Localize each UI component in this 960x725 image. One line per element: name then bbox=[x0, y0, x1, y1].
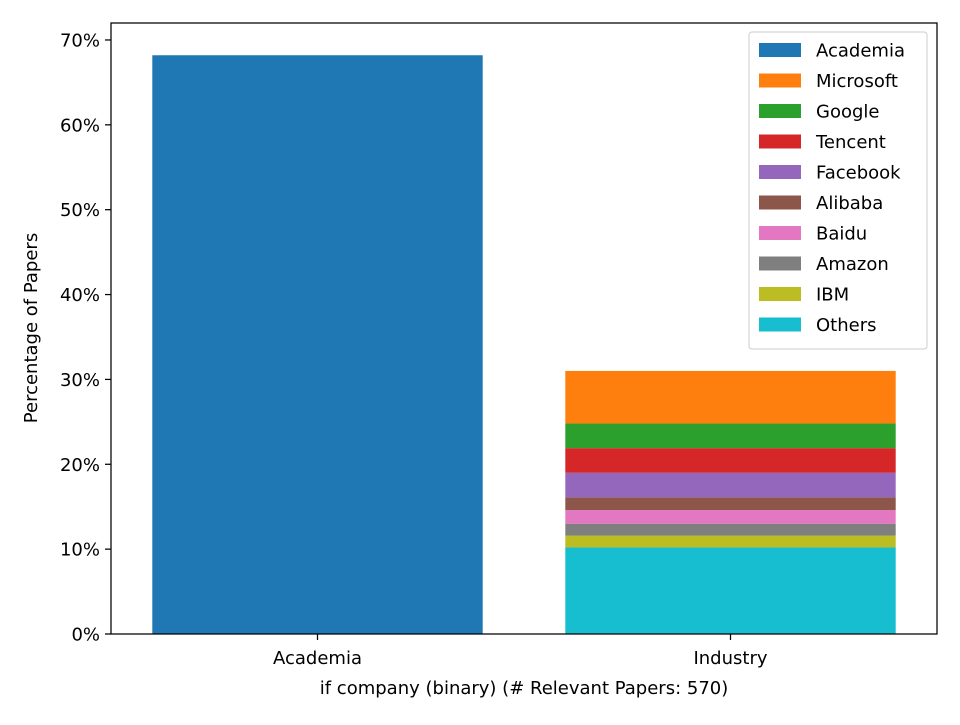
x-tick-label: Industry bbox=[693, 648, 767, 669]
y-tick-label: 50% bbox=[60, 200, 100, 221]
legend-swatch-academia bbox=[759, 43, 801, 57]
legend-swatch-tencent bbox=[759, 134, 801, 149]
bar-industry-facebook bbox=[565, 472, 896, 498]
legend-label-academia: Academia bbox=[816, 41, 905, 62]
ticks-group: 0% 10% 20% 30% 40% 50% 60% 70% Academia Industry bbox=[60, 30, 768, 669]
y-tick-label: 20% bbox=[60, 455, 100, 476]
bar-industry-ibm bbox=[565, 535, 896, 548]
bar-industry-amazon bbox=[565, 523, 896, 536]
y-tick-label: 40% bbox=[60, 285, 100, 306]
bar-industry-google bbox=[565, 423, 896, 449]
legend-label-tencent: Tencent bbox=[815, 132, 886, 153]
legend-label-ibm: IBM bbox=[816, 285, 849, 306]
legend-swatch-baidu bbox=[759, 226, 801, 240]
y-tick-label: 70% bbox=[60, 30, 100, 51]
legend-label-others: Others bbox=[816, 315, 877, 336]
bar-industry-baidu bbox=[565, 510, 896, 524]
bar-industry-tencent bbox=[565, 448, 896, 473]
plot-frame bbox=[110, 22, 938, 635]
legend-label-microsoft: Microsoft bbox=[816, 71, 898, 92]
x-axis-label: if company (binary) (# Relevant Papers: … bbox=[320, 678, 729, 699]
bar-industry-microsoft bbox=[565, 370, 896, 424]
legend-swatch-google bbox=[759, 104, 801, 118]
y-tick-label: 30% bbox=[60, 370, 100, 391]
axes-group bbox=[110, 22, 938, 635]
legend-label-google: Google bbox=[816, 102, 879, 123]
legend: Academia Microsoft Google Tencent Facebook Al… bbox=[748, 31, 928, 350]
bars-group bbox=[152, 55, 896, 634]
y-tick-label: 10% bbox=[60, 540, 100, 561]
x-tick-label: Academia bbox=[273, 648, 362, 669]
legend-label-alibaba: Alibaba bbox=[816, 193, 883, 214]
bar-industry-alibaba bbox=[565, 497, 896, 511]
legend-label-facebook: Facebook bbox=[816, 163, 901, 184]
legend-swatch-others bbox=[759, 317, 801, 332]
legend-swatch-facebook bbox=[759, 165, 801, 179]
legend-label-baidu: Baidu bbox=[816, 224, 867, 245]
legend-swatch-microsoft bbox=[759, 73, 801, 88]
legend-swatch-ibm bbox=[759, 287, 801, 301]
legend-label-amazon: Amazon bbox=[816, 254, 889, 275]
legend-swatch-amazon bbox=[759, 256, 801, 271]
y-tick-label: 0% bbox=[71, 625, 100, 646]
bar-academia-academia bbox=[152, 55, 483, 634]
bar-industry-others bbox=[565, 547, 896, 634]
y-tick-label: 60% bbox=[60, 115, 100, 136]
legend-swatch-alibaba bbox=[759, 195, 801, 210]
y-axis-label: Percentage of Papers bbox=[21, 233, 42, 423]
